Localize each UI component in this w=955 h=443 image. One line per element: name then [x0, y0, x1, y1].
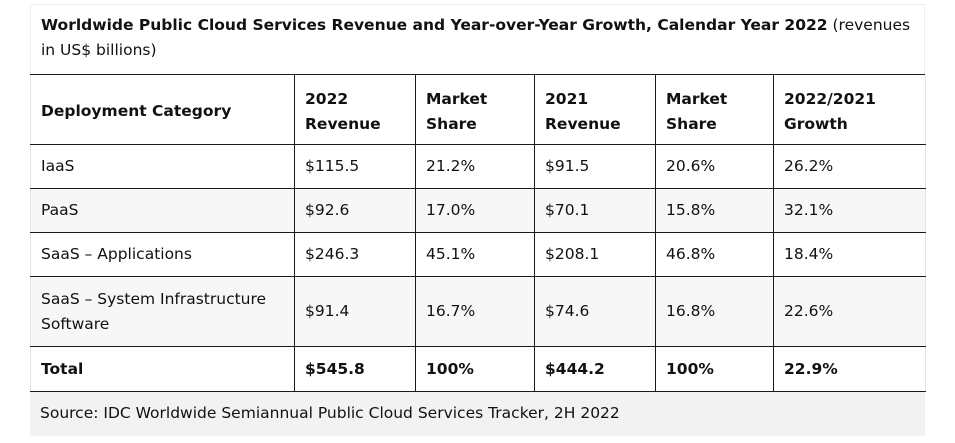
cell-growth: 18.4% — [773, 232, 926, 277]
header-deployment-category: Deployment Category — [30, 74, 295, 145]
cell-2022-share: 45.1% — [415, 232, 535, 277]
cell-2021-revenue: $208.1 — [534, 232, 656, 277]
table-row: SaaS – System Infrastructure Software $9… — [30, 276, 926, 347]
table-caption-note: (revenues in US$ billions) — [41, 16, 911, 59]
table-row: PaaS $92.6 17.0% $70.1 15.8% 32.1% — [30, 188, 926, 233]
cell-total-2022-revenue: $545.8 — [294, 346, 416, 392]
cell-2021-revenue: $70.1 — [534, 188, 656, 233]
source-note: Source: IDC Worldwide Semiannual Public … — [30, 392, 925, 436]
table-row: SaaS – Applications $246.3 45.1% $208.1 … — [30, 232, 926, 277]
cell-2021-share: 46.8% — [655, 232, 774, 277]
cell-2021-share: 16.8% — [655, 276, 774, 347]
cell-2022-share: 17.0% — [415, 188, 535, 233]
cell-2022-share: 16.7% — [415, 276, 535, 347]
cell-category: IaaS — [30, 144, 295, 189]
cell-category: PaaS — [30, 188, 295, 233]
cell-total-2022-share: 100% — [415, 346, 535, 392]
table-total-row: Total $545.8 100% $444.2 100% 22.9% — [30, 346, 926, 392]
header-2021-market-share: Market Share — [655, 74, 774, 145]
cell-2022-revenue: $92.6 — [294, 188, 416, 233]
cell-total-2021-revenue: $444.2 — [534, 346, 656, 392]
cell-2021-share: 15.8% — [655, 188, 774, 233]
revenue-table-figure: Worldwide Public Cloud Services Revenue … — [30, 4, 926, 438]
revenue-table: Deployment Category 2022 Revenue Market … — [30, 74, 926, 392]
header-2021-revenue: 2021 Revenue — [534, 74, 656, 145]
cell-2022-revenue: $246.3 — [294, 232, 416, 277]
cell-2021-revenue: $74.6 — [534, 276, 656, 347]
cell-total-2021-share: 100% — [655, 346, 774, 392]
cell-2021-revenue: $91.5 — [534, 144, 656, 189]
cell-2022-revenue: $91.4 — [294, 276, 416, 347]
table-header-row: Deployment Category 2022 Revenue Market … — [30, 74, 926, 145]
header-2022-market-share: Market Share — [415, 74, 535, 145]
cell-total-label: Total — [30, 346, 295, 392]
header-growth: 2022/2021 Growth — [773, 74, 926, 145]
cell-growth: 26.2% — [773, 144, 926, 189]
cell-2022-share: 21.2% — [415, 144, 535, 189]
header-2022-revenue: 2022 Revenue — [294, 74, 416, 145]
cell-2022-revenue: $115.5 — [294, 144, 416, 189]
cell-2021-share: 20.6% — [655, 144, 774, 189]
cell-growth: 22.6% — [773, 276, 926, 347]
cell-growth: 32.1% — [773, 188, 926, 233]
table-caption: Worldwide Public Cloud Services Revenue … — [30, 4, 925, 74]
cell-total-growth: 22.9% — [773, 346, 926, 392]
table-title: Worldwide Public Cloud Services Revenue … — [41, 16, 828, 34]
table-row: IaaS $115.5 21.2% $91.5 20.6% 26.2% — [30, 144, 926, 189]
cell-category: SaaS – System Infrastructure Software — [30, 276, 295, 347]
cell-category: SaaS – Applications — [30, 232, 295, 277]
